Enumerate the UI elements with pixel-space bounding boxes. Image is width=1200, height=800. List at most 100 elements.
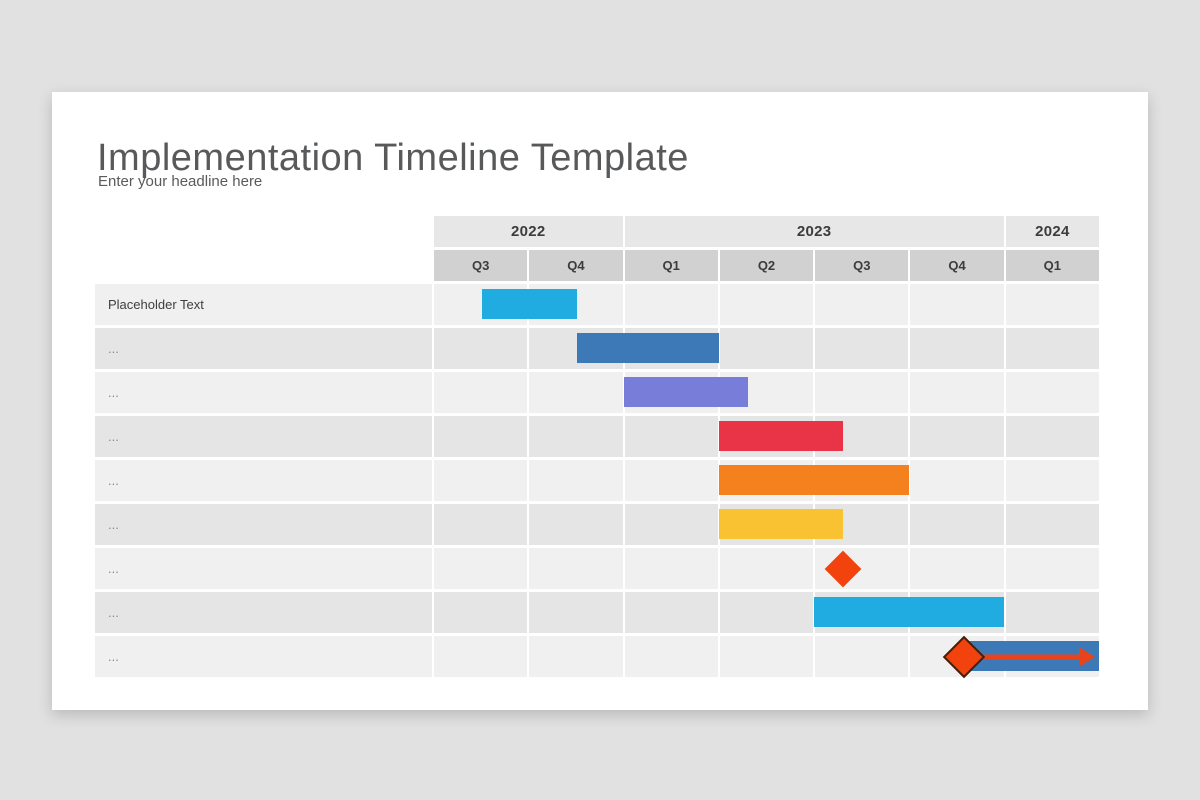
task-bar[interactable] xyxy=(719,465,909,495)
slide: Implementation Timeline Template Enter y… xyxy=(52,92,1148,710)
page-subtitle: Enter your headline here xyxy=(98,173,263,190)
task-bar[interactable] xyxy=(481,289,577,319)
grid-cell xyxy=(624,416,718,457)
grid-cell xyxy=(529,592,623,633)
grid-cell xyxy=(910,504,1004,545)
row-label: ... xyxy=(95,504,432,545)
quarter-header-5-Q4: Q4 xyxy=(910,250,1004,281)
quarter-header-1-Q4: Q4 xyxy=(529,250,623,281)
gantt-row: ... xyxy=(95,504,1099,545)
task-bar[interactable] xyxy=(624,377,748,407)
quarter-header-3-Q2: Q2 xyxy=(719,250,814,281)
task-bar[interactable] xyxy=(814,597,1004,627)
year-header-2022: 2022 xyxy=(434,216,623,247)
grid-cell xyxy=(910,548,1004,589)
gantt-row: ... xyxy=(95,548,1099,589)
year-header-2023: 2023 xyxy=(624,216,1004,247)
row-label: ... xyxy=(95,416,432,457)
row-overlay xyxy=(434,635,1099,678)
dependency-arrow[interactable] xyxy=(975,636,1096,677)
grid-cell xyxy=(815,636,909,677)
grid-cell xyxy=(719,284,814,325)
grid-cell xyxy=(434,416,528,457)
grid-cell xyxy=(910,328,1004,369)
quarter-header-6-Q1: Q1 xyxy=(1005,250,1099,281)
grid-cell xyxy=(1005,328,1099,369)
quarter-header-4-Q3: Q3 xyxy=(815,250,909,281)
task-bar[interactable] xyxy=(719,421,843,451)
grid-cell xyxy=(1005,592,1099,633)
row-label: ... xyxy=(95,592,432,633)
grid-cell xyxy=(624,548,718,589)
grid-cell xyxy=(529,372,623,413)
gantt-row: ... xyxy=(95,416,1099,457)
grid-cell xyxy=(529,416,623,457)
grid-cell xyxy=(434,504,528,545)
grid-cell xyxy=(910,460,1004,501)
gantt-row: Placeholder Text xyxy=(95,284,1099,325)
row-overlay xyxy=(434,284,1099,325)
row-overlay xyxy=(434,504,1099,545)
grid-cell xyxy=(719,592,814,633)
grid-cell xyxy=(624,636,718,677)
grid-cell xyxy=(719,636,814,677)
quarter-header-2-Q1: Q1 xyxy=(624,250,718,281)
grid-cell xyxy=(910,284,1004,325)
grid-cell xyxy=(815,372,909,413)
arrow-head-icon xyxy=(1079,646,1096,667)
grid-cell xyxy=(434,372,528,413)
quarter-header-0-Q3: Q3 xyxy=(434,250,528,281)
grid-cell xyxy=(1005,284,1099,325)
gantt-row: ... xyxy=(95,328,1099,369)
grid-cell xyxy=(624,592,718,633)
gantt-row: ... xyxy=(95,372,1099,413)
grid-cell xyxy=(624,504,718,545)
row-overlay xyxy=(434,372,1099,413)
gantt-body: Placeholder Text........................ xyxy=(95,284,1099,678)
grid-cell xyxy=(529,504,623,545)
task-bar[interactable] xyxy=(576,333,719,363)
grid-cell xyxy=(529,636,623,677)
row-overlay xyxy=(434,460,1099,501)
grid-cell xyxy=(815,328,909,369)
grid-cell xyxy=(910,416,1004,457)
grid-cell xyxy=(529,460,623,501)
gantt-row: ... xyxy=(95,592,1099,633)
grid-cell xyxy=(434,548,528,589)
quarter-header-row: Q3 Q4 Q1 Q2 Q3 Q4 Q1 xyxy=(95,250,1099,281)
year-header-2024: 2024 xyxy=(1005,216,1099,247)
header-spacer xyxy=(95,216,432,247)
gantt-row: ... xyxy=(95,460,1099,501)
arrow-line xyxy=(975,654,1083,659)
row-overlay xyxy=(434,328,1099,369)
grid-cell xyxy=(434,592,528,633)
row-label: Placeholder Text xyxy=(95,284,432,325)
task-bar[interactable] xyxy=(719,509,843,539)
page-title: Implementation Timeline Template xyxy=(97,137,689,180)
grid-cell xyxy=(434,636,528,677)
gantt-header: 2022 2023 2024 Q3 Q4 Q1 Q2 Q3 Q4 Q1 xyxy=(95,216,1099,281)
row-label: ... xyxy=(95,372,432,413)
row-label: ... xyxy=(95,548,432,589)
grid-cell xyxy=(1005,460,1099,501)
grid-cell xyxy=(1005,548,1099,589)
grid-cell xyxy=(1005,504,1099,545)
grid-cell xyxy=(1005,372,1099,413)
row-label: ... xyxy=(95,328,432,369)
row-overlay xyxy=(434,592,1099,633)
gantt-chart: 2022 2023 2024 Q3 Q4 Q1 Q2 Q3 Q4 Q1 Placeholder T… xyxy=(95,216,1099,680)
year-header-row: 2022 2023 2024 xyxy=(95,216,1099,247)
row-label: ... xyxy=(95,460,432,501)
grid-cell xyxy=(529,548,623,589)
grid-cell xyxy=(624,460,718,501)
grid-cell xyxy=(719,328,814,369)
gantt-row: ... xyxy=(95,635,1099,678)
header-spacer xyxy=(95,250,432,281)
grid-cell xyxy=(624,284,718,325)
grid-cell xyxy=(434,460,528,501)
grid-cell xyxy=(815,284,909,325)
grid-cell xyxy=(1005,416,1099,457)
row-overlay xyxy=(434,416,1099,457)
grid-cell xyxy=(434,328,528,369)
